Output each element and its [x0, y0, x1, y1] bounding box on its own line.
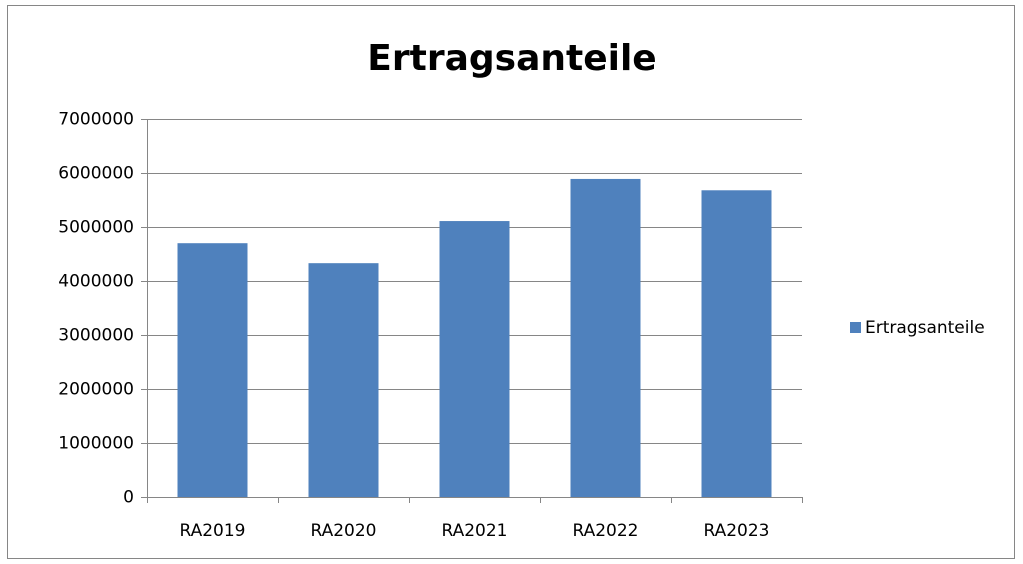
bar: [439, 221, 510, 497]
y-tick-label: 6000000: [58, 164, 134, 184]
y-tick-label: 0: [123, 488, 134, 508]
y-tick-label: 7000000: [58, 110, 134, 130]
x-tick-label: RA2020: [310, 521, 376, 541]
x-tick-label: RA2022: [572, 521, 638, 541]
y-tick-label: 3000000: [58, 326, 134, 346]
y-tick-label: 2000000: [58, 380, 134, 400]
y-tick-label: 4000000: [58, 272, 134, 292]
x-tick-label: RA2023: [703, 521, 769, 541]
legend-swatch: [850, 322, 861, 333]
y-tick-label: 1000000: [58, 434, 134, 454]
legend-label: Ertragsanteile: [865, 318, 985, 338]
bar: [177, 243, 248, 497]
chart-title: Ertragsanteile: [367, 38, 656, 79]
bar: [570, 178, 641, 497]
bar: [308, 263, 379, 497]
bar: [701, 190, 772, 497]
x-tick-label: RA2021: [441, 521, 507, 541]
y-tick-label: 5000000: [58, 218, 134, 238]
x-tick-label: RA2019: [179, 521, 245, 541]
